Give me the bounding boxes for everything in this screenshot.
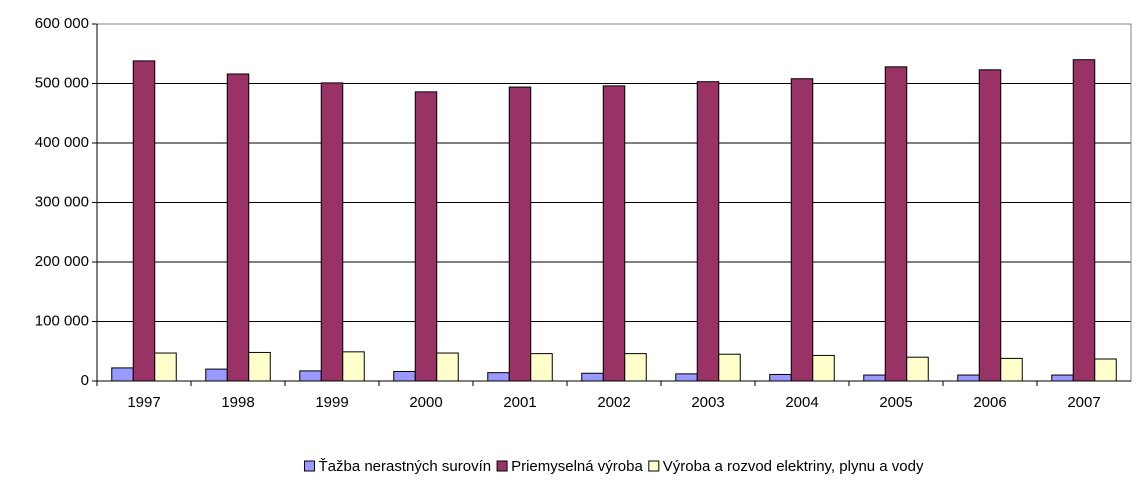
bar [696,81,720,382]
bar [1051,374,1074,382]
legend-swatch [648,460,660,472]
bar [978,69,1002,382]
bar [111,367,134,382]
y-tick-label: 200 000 [35,253,89,270]
y-tick-label: 300 000 [35,193,89,210]
bar [884,66,908,382]
bar [624,353,647,382]
bar [863,374,886,382]
bar [1072,59,1096,382]
x-tick-label: 2000 [409,394,442,411]
bar [299,370,322,382]
bar [436,352,459,382]
bar [906,356,929,382]
legend-label: Ťažba nerastných surovín [318,458,491,475]
x-tick-label: 1998 [221,394,254,411]
bar [675,373,698,382]
legend-swatch [303,460,315,472]
bar [530,353,553,382]
y-tick-label: 500 000 [35,74,89,91]
bar [205,368,228,382]
bar [1000,357,1023,382]
legend-label: Priemyselná výroba [511,458,643,475]
bar [132,60,156,382]
bar [414,91,438,382]
y-tick-label: 400 000 [35,134,89,151]
bar [508,86,532,382]
bar [957,374,980,382]
bar [790,78,814,382]
bar [393,370,416,382]
y-tick-label: 100 000 [35,312,89,329]
bar [320,82,344,382]
x-tick-label: 2006 [973,394,1006,411]
bar [342,351,365,382]
x-tick-label: 2001 [503,394,536,411]
bar [154,352,177,382]
bar [718,353,741,382]
bar [1094,358,1117,382]
y-tick-label: 600 000 [35,15,89,32]
legend-label: Výroba a rozvod elektriny, plynu a vody [663,458,924,475]
x-tick-label: 2005 [879,394,912,411]
bar [769,373,792,382]
bar [812,354,835,382]
x-tick-label: 1997 [127,394,160,411]
legend-swatch [496,460,508,472]
x-tick-label: 2004 [785,394,818,411]
x-tick-label: 2002 [597,394,630,411]
bar [581,372,604,382]
bar [248,351,271,382]
y-tick-label: 0 [81,372,89,389]
x-tick-label: 2003 [691,394,724,411]
x-tick-label: 1999 [315,394,348,411]
x-tick-label: 2007 [1067,394,1100,411]
bar [487,372,510,382]
bar [226,73,250,382]
bar [602,85,626,382]
